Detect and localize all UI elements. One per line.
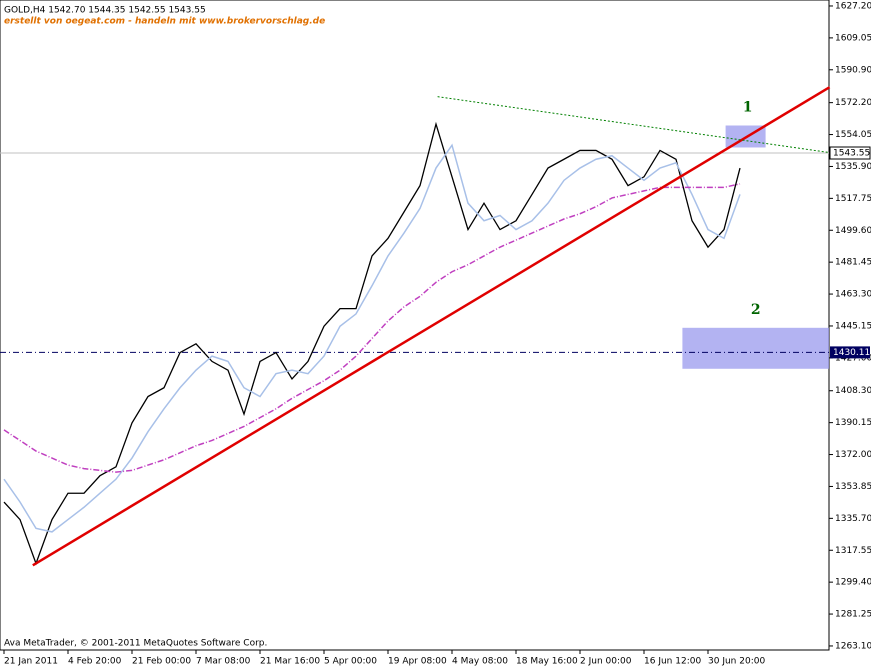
y-tick-label: 1609.05 bbox=[835, 33, 871, 43]
x-tick-label: 21 Feb 00:00 bbox=[132, 657, 191, 667]
series-line bbox=[3, 183, 741, 473]
chart-title: GOLD,H4 1542.70 1544.35 1542.55 1543.55 bbox=[4, 6, 206, 16]
x-tick-label: 2 Jun 00:00 bbox=[580, 657, 632, 667]
y-tick-label: 1535.90 bbox=[835, 162, 871, 172]
level-tag bbox=[830, 346, 870, 359]
y-tick-label: 1263.10 bbox=[835, 641, 871, 651]
footer: Ava MetaTrader, © 2001-2011 MetaQuotes S… bbox=[4, 639, 267, 649]
y-tick-label: 1445.15 bbox=[835, 321, 871, 331]
y-tick-label: 1372.00 bbox=[835, 450, 871, 460]
x-tick-label: 21 Jan 2011 bbox=[4, 657, 58, 667]
trendline bbox=[32, 86, 831, 567]
x-tick-label: 18 May 16:00 bbox=[516, 657, 578, 667]
zone-label: 2 bbox=[751, 302, 761, 318]
chart-subtitle: erstellt von oegeat.com - handeln mit ww… bbox=[4, 17, 325, 27]
y-tick-label: 1499.60 bbox=[835, 226, 871, 236]
y-tick-label: 1299.40 bbox=[835, 578, 871, 588]
y-tick-label: 1390.15 bbox=[835, 418, 871, 428]
y-tick-label: 1572.20 bbox=[835, 98, 871, 108]
y-tick-label: 1408.30 bbox=[835, 386, 871, 396]
x-tick-label: 16 Jun 12:00 bbox=[644, 657, 701, 667]
x-tick-label: 30 Jun 20:00 bbox=[708, 657, 765, 667]
zone bbox=[682, 327, 829, 369]
y-tick-label: 1463.30 bbox=[835, 290, 871, 300]
price-tag bbox=[829, 146, 871, 160]
y-tick-label: 1517.75 bbox=[835, 194, 871, 204]
x-tick-label: 4 May 08:00 bbox=[452, 657, 508, 667]
series-line bbox=[3, 121, 741, 566]
price-tag-label: 1543.55 bbox=[833, 149, 870, 159]
x-tick-label: 21 Mar 16:00 bbox=[260, 657, 320, 667]
y-tick-label: 1590.90 bbox=[835, 65, 871, 75]
trendline bbox=[437, 96, 830, 154]
series-line bbox=[3, 143, 741, 533]
level-tag-label: 1430.11 bbox=[833, 348, 870, 358]
x-tick-label: 7 Mar 08:00 bbox=[196, 657, 251, 667]
y-tick-label: 1317.55 bbox=[835, 546, 871, 556]
y-tick-label: 1335.70 bbox=[835, 514, 871, 524]
y-tick-label: 1281.25 bbox=[835, 610, 871, 620]
x-tick-label: 19 Apr 08:00 bbox=[388, 657, 447, 667]
plot-frame bbox=[0, 0, 830, 651]
y-tick-label: 1353.85 bbox=[835, 482, 871, 492]
zone-label: 1 bbox=[743, 100, 753, 116]
x-tick-label: 4 Feb 20:00 bbox=[68, 657, 122, 667]
x-tick-label: 5 Apr 00:00 bbox=[324, 657, 377, 667]
y-tick-label: 1554.05 bbox=[835, 130, 871, 140]
y-tick-label: 1627.20 bbox=[835, 1, 871, 11]
y-tick-label: 1481.45 bbox=[835, 258, 871, 268]
